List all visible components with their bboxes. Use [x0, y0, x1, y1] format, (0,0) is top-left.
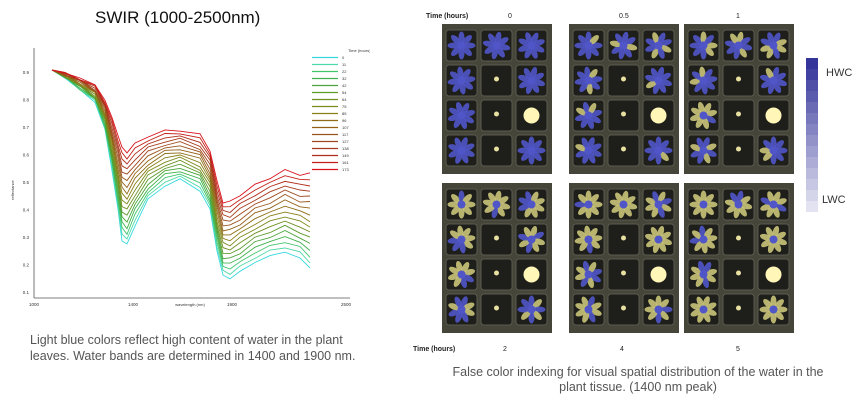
- plant-rosette: [690, 191, 718, 219]
- reference-disk: [524, 267, 540, 283]
- scale-swatch: [806, 157, 818, 168]
- reference-disk: [766, 108, 782, 124]
- legend-entry: 42: [342, 83, 347, 88]
- panel-hour-1: [684, 24, 794, 174]
- plant-rosette: [760, 137, 788, 165]
- y-tick-label: 0.1: [23, 290, 30, 295]
- time-label-2: 2: [503, 346, 507, 353]
- panel-hour-0: [442, 24, 552, 174]
- reference-disk: [766, 267, 782, 283]
- legend-entry: 173: [342, 167, 349, 172]
- legend-entry: 96: [342, 118, 347, 123]
- y-tick-label: 0.4: [23, 208, 30, 213]
- scale-swatch: [806, 124, 818, 135]
- y-tick-label: 0.7: [23, 125, 30, 130]
- scale-swatch: [806, 168, 818, 179]
- scale-swatch: [806, 146, 818, 157]
- time-label-4: 4: [620, 346, 624, 353]
- legend-entry: 32: [342, 76, 347, 81]
- legend-entry: 11: [342, 62, 347, 67]
- x-tick-label: 1000: [29, 302, 40, 307]
- y-axis-label: reflectance: [10, 179, 15, 199]
- legend-entry: 117: [342, 132, 349, 137]
- spectrum-line: [52, 70, 310, 269]
- scale-swatch: [806, 69, 818, 80]
- legend-entry: 107: [342, 125, 349, 130]
- panel-hour-0-5: [569, 24, 679, 174]
- y-tick-label: 0.5: [23, 180, 30, 185]
- y-tick-label: 0.3: [23, 235, 30, 240]
- time-label-0: 0: [508, 13, 512, 20]
- legend-entry: 149: [342, 153, 349, 158]
- legend-entry: 138: [342, 146, 349, 151]
- legend-header: Time (hours): [348, 48, 370, 53]
- spectral-reflectance-chart: 0.9 0.8 0.7 0.6 0.5 0.4 0.3 0.2 0.1 1000 1400 1900 2…: [0, 40, 370, 320]
- plant-rosette: [645, 296, 673, 324]
- scale-swatch: [806, 58, 818, 69]
- reference-disk: [651, 108, 667, 124]
- x-tick-label: 1900: [227, 302, 238, 307]
- water-content-scale: [806, 58, 818, 212]
- legend-entry: 75: [342, 104, 347, 109]
- reference-disk: [524, 108, 540, 124]
- legend-entry: 127: [342, 139, 349, 144]
- top-time-header: Time (hours): [426, 13, 468, 20]
- panel-hour-2: [442, 183, 552, 333]
- scale-swatch: [806, 135, 818, 146]
- legend-entry: 0: [342, 55, 345, 60]
- spectra-title: SWIR (1000-2500nm): [95, 8, 260, 28]
- y-tick-label: 0.6: [23, 153, 30, 158]
- panel-hour-5: [684, 183, 794, 333]
- scale-swatch: [806, 102, 818, 113]
- scale-low-label: LWC: [822, 194, 846, 206]
- y-tick-label: 0.8: [23, 98, 30, 103]
- spectra-caption: Light blue colors reflect high content o…: [30, 332, 370, 364]
- legend-entry: 161: [342, 160, 349, 165]
- x-tick-label: 1400: [128, 302, 139, 307]
- plant-rosette: [518, 296, 546, 324]
- legend-entry: 54: [342, 90, 347, 95]
- x-tick-label: 2500: [341, 302, 352, 307]
- plant-rosette: [518, 137, 546, 165]
- scale-swatch: [806, 91, 818, 102]
- reference-disk: [651, 267, 667, 283]
- plant-rosette: [690, 32, 718, 60]
- plant-rosette: [575, 191, 603, 219]
- scale-swatch: [806, 190, 818, 201]
- y-tick-label: 0.2: [23, 263, 30, 268]
- scale-high-label: HWC: [826, 67, 852, 79]
- scale-swatch: [806, 179, 818, 190]
- time-label-5: 5: [736, 346, 740, 353]
- legend-entry: 22: [342, 69, 347, 74]
- legend-entry: 64: [342, 97, 347, 102]
- scale-swatch: [806, 201, 818, 212]
- plant-rosette: [575, 32, 603, 60]
- false-color-caption: False color indexing for visual spatial …: [438, 365, 838, 395]
- y-tick-label: 0.9: [23, 70, 30, 75]
- bottom-time-header: Time (hours): [413, 346, 455, 353]
- legend-entry: 85: [342, 111, 347, 116]
- scale-swatch: [806, 113, 818, 124]
- time-label-0-5: 0.5: [619, 13, 629, 20]
- plant-rosette: [645, 137, 673, 165]
- panel-hour-4: [569, 183, 679, 333]
- time-label-1: 1: [736, 13, 740, 20]
- scale-swatch: [806, 80, 818, 91]
- plant-rosette: [760, 296, 788, 324]
- plant-rosette: [448, 191, 476, 219]
- plant-rosette: [448, 32, 476, 60]
- x-axis-label: wavelength (nm): [175, 302, 205, 307]
